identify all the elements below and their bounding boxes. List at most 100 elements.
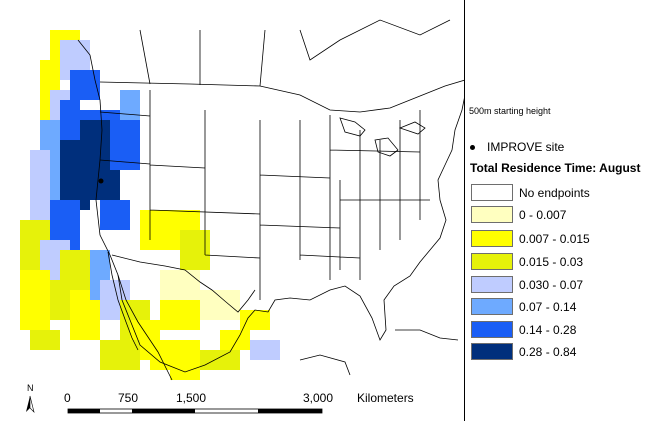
residence-cell (70, 210, 80, 220)
residence-cell (60, 170, 70, 180)
residence-cell (80, 130, 90, 140)
residence-cell (20, 320, 30, 330)
residence-cell (50, 260, 60, 270)
residence-cell (170, 320, 180, 330)
residence-cell (50, 110, 60, 120)
residence-cell (140, 340, 150, 350)
residence-cell (120, 200, 130, 210)
residence-cell (40, 300, 50, 310)
residence-cell (170, 270, 180, 280)
residence-cell (200, 350, 210, 360)
residence-cell (180, 340, 190, 350)
residence-cell (50, 120, 60, 130)
residence-cell (80, 60, 90, 70)
legend-item: 0.14 - 0.28 (471, 320, 661, 339)
legend-swatch (471, 184, 513, 201)
residence-cell (110, 300, 120, 310)
residence-cell (180, 320, 190, 330)
residence-cell (40, 260, 50, 270)
residence-cell (100, 140, 110, 150)
residence-cell (250, 310, 260, 320)
residence-cell (130, 130, 140, 140)
residence-cell (30, 310, 40, 320)
residence-cell (60, 40, 70, 50)
residence-cell (180, 360, 190, 370)
legend-swatch (471, 276, 513, 293)
residence-cell (50, 30, 60, 40)
legend-swatch (471, 343, 513, 360)
residence-cell (180, 310, 190, 320)
residence-cell (90, 330, 100, 340)
residence-cell (210, 290, 220, 300)
residence-cell (150, 220, 160, 230)
residence-cell (190, 260, 200, 270)
improve-label: IMPROVE site (487, 140, 565, 154)
residence-cell (60, 300, 70, 310)
residence-cell (120, 220, 130, 230)
residence-cell (80, 110, 90, 120)
north-arrow: N (26, 383, 35, 413)
legend-panel: 500m starting height IMPROVE site Total … (466, 0, 662, 421)
residence-cell (220, 340, 230, 350)
residence-cell (170, 350, 180, 360)
residence-cell (210, 300, 220, 310)
residence-cell (60, 250, 70, 260)
residence-cell (190, 210, 200, 220)
residence-cell (130, 140, 140, 150)
residence-cell (70, 280, 80, 290)
residence-cell (70, 240, 80, 250)
residence-cell (190, 300, 200, 310)
residence-cell (90, 320, 100, 330)
residence-cell (230, 350, 240, 360)
residence-cell (20, 240, 30, 250)
north-label: N (27, 383, 34, 393)
residence-cell (20, 260, 30, 270)
residence-cell (40, 70, 50, 80)
residence-cell (220, 310, 230, 320)
residence-cell (110, 220, 120, 230)
residence-cell (70, 80, 80, 90)
residence-cell (220, 290, 230, 300)
basemap-outlines (77, 19, 464, 381)
scale-unit: Kilometers (357, 391, 414, 405)
residence-cell (110, 210, 120, 220)
improve-site-marker (98, 178, 104, 184)
residence-cell (210, 310, 220, 320)
residence-cell (120, 100, 130, 110)
residence-cell (90, 260, 100, 270)
residence-cell (40, 190, 50, 200)
residence-cell (220, 300, 230, 310)
residence-cell (90, 190, 100, 200)
residence-cell (60, 200, 70, 210)
residence-cell (80, 200, 90, 210)
residence-cell (130, 340, 140, 350)
residence-cell (170, 310, 180, 320)
residence-cell (140, 310, 150, 320)
residence-cell (30, 320, 40, 330)
residence-cell (160, 210, 170, 220)
residence-cell (120, 330, 130, 340)
residence-cell (60, 120, 70, 130)
residence-cell (120, 280, 130, 290)
legend-label: 0.07 - 0.14 (519, 299, 577, 314)
scale-bar: 0 750 1,500 3,000 Kilometers (64, 391, 414, 414)
residence-cell (130, 90, 140, 100)
residence-cell (100, 180, 110, 190)
residence-cell (80, 180, 90, 190)
residence-cell (50, 240, 60, 250)
residence-cell (120, 120, 130, 130)
residence-cell (100, 300, 110, 310)
residence-cell (100, 200, 110, 210)
residence-cell (40, 80, 50, 90)
residence-cell (50, 230, 60, 240)
residence-cell (60, 100, 70, 110)
residence-cell (60, 50, 70, 60)
residence-cell (50, 140, 60, 150)
residence-cell (30, 190, 40, 200)
residence-cell (30, 300, 40, 310)
residence-cell (160, 310, 170, 320)
residence-cell (100, 360, 110, 370)
residence-cell (220, 360, 230, 370)
residence-cell (50, 330, 60, 340)
residence-cell (100, 250, 110, 260)
